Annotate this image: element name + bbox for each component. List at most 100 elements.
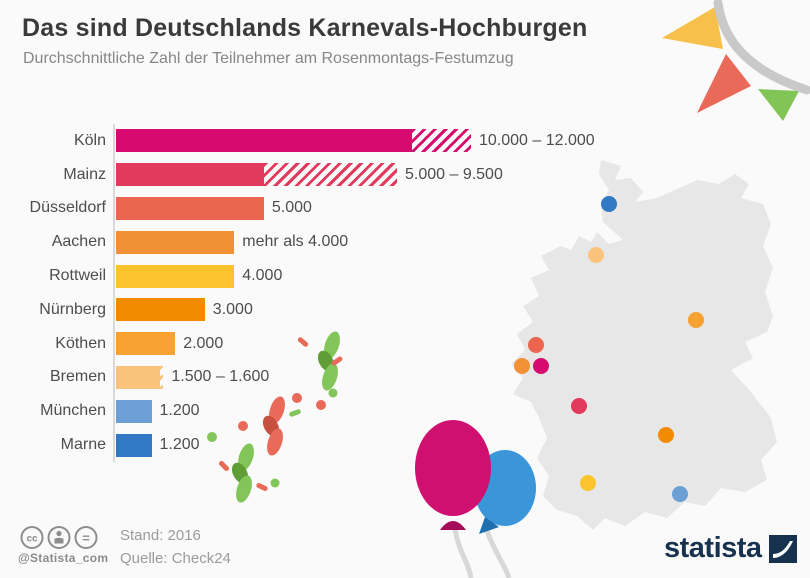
map-dot-mainz [571,398,587,414]
chart-row-muenchen: München 1.200 [22,394,502,429]
category-label: Nürnberg [39,300,106,318]
bar-zone: 1.500 – 1.600 [113,360,270,395]
confetti-streamers-icon [207,331,343,503]
bar-zone: 5.000 – 9.500 [113,157,503,192]
statista-logo: statista [664,532,797,565]
bar-segment-solid [116,399,152,423]
category-label: Köthen [55,334,106,352]
bar-zone: 1.200 [113,428,200,462]
confetti-green-icon [207,388,338,488]
map-dots [514,196,704,502]
category-label: Düsseldorf [29,199,106,217]
category-label: Marne [60,436,106,454]
value-label: 2.000 [183,334,224,352]
bar-zone: 2.000 [113,326,224,361]
bar-zone: 10.000 – 12.000 [113,124,595,158]
streamer-red-icon [262,396,285,456]
bar-segment-solid [116,230,235,254]
chart-row-koeln: Köln 10.000 – 12.000 [22,124,595,158]
map-dot-nuernberg [658,427,674,443]
chart-row-koethen: Köthen 2.000 [22,326,502,361]
map-dot-duesseldorf [528,337,544,353]
value-label: 1.200 [159,436,200,454]
map-dot-koethen [688,312,704,328]
bar-segment-range [263,163,397,187]
cc-icon [20,526,44,549]
cc-license-icons: cc = [20,526,98,549]
bar-segment-solid [116,365,161,389]
bar-zone: 4.000 [113,259,282,293]
page-title: Das sind Deutschlands Karnevals-Hochburg… [22,14,588,42]
value-label: 5.000 – 9.500 [404,165,503,183]
bar-segment-solid [116,196,264,220]
cc-by-person-icon [54,530,64,544]
balloon-pink-icon [415,420,491,516]
statista-logo-icon [768,534,797,563]
map-dot-bremen [588,247,604,263]
chart-row-aachen: Aachen mehr als 4.000 [22,225,502,260]
germany-outline [511,160,777,530]
statista-handle: @Statista_com [18,551,109,565]
bar-zone: 5.000 [113,191,312,226]
pennant-banner-icon [662,0,810,121]
bar-segment-solid [116,433,152,457]
cc-by-icon [47,526,71,549]
chart-row-bremen: Bremen 1.500 – 1.600 [22,360,502,395]
balloon-pink-knot-icon [440,521,466,530]
balloon-strings-icon [452,528,512,578]
map-dot-aachen [514,358,530,374]
bar-segment-solid [116,129,412,153]
pennant-rope-icon [713,0,810,95]
map-dot-rottweil [580,475,596,491]
streamer-green-icon [317,331,340,391]
bar-segment-range [160,365,164,389]
category-label: München [40,402,106,420]
balloon-blue-knot-icon [479,517,499,534]
bar-segment-solid [116,298,205,322]
germany-map [511,160,777,530]
balloons-icon [415,420,536,578]
quelle-label: Quelle: Check24 [120,550,231,567]
cc-glyph: cc [26,534,38,545]
value-label: 3.000 [212,300,253,318]
value-label: 4.000 [242,267,283,285]
chart-row-mainz: Mainz 5.000 – 9.500 [22,157,503,192]
cc-nd-glyph: = [82,531,90,546]
chart-row-duesseldorf: Düsseldorf 5.000 [22,191,502,226]
bar-segment-range [411,129,471,153]
map-dot-muenchen [672,486,688,502]
chart-row-nuernberg: Nürnberg 3.000 [22,292,502,327]
chart-row-marne: Marne 1.200 [22,428,502,462]
category-label: Bremen [49,368,106,386]
bar-zone: 1.200 [113,394,200,429]
pennant-flag-red-icon [697,54,751,113]
category-label: Aachen [51,233,106,251]
statista-wordmark: statista [664,532,762,564]
page-subtitle: Durchschnittliche Zahl der Teilnehmer am… [23,50,514,67]
map-dot-koeln [533,358,549,374]
bar-segment-solid [116,163,264,187]
stand-label: Stand: 2016 [120,527,201,544]
pennant-flag-yellow-icon [662,7,723,49]
value-label: 1.500 – 1.600 [171,368,270,386]
bar-rows: Köln 10.000 – 12.000 Mainz 5.000 – 9.500 Düs… [22,124,595,462]
bar-segment-solid [116,264,235,288]
value-label: mehr als 4.000 [242,233,349,251]
category-label: Mainz [63,165,106,183]
bar-segment-solid [116,332,176,356]
pennant-flag-green-icon [758,89,799,121]
source-block: Stand: 2016 Quelle: Check24 [120,524,231,570]
value-label: 5.000 [271,199,312,217]
category-label: Köln [73,131,106,149]
streamer-green-icon [231,443,254,503]
bar-zone: mehr als 4.000 [113,225,349,260]
bar-zone: 3.000 [113,292,253,327]
bar-chart: Köln 10.000 – 12.000 Mainz 5.000 – 9.500 Düs… [22,124,595,462]
confetti-red-icon [219,337,343,491]
value-label: 1.200 [159,402,200,420]
value-label: 10.000 – 12.000 [478,131,595,149]
cc-nd-icon [74,526,98,549]
chart-row-rottweil: Rottweil 4.000 [22,259,502,293]
category-label: Rottweil [49,267,106,285]
